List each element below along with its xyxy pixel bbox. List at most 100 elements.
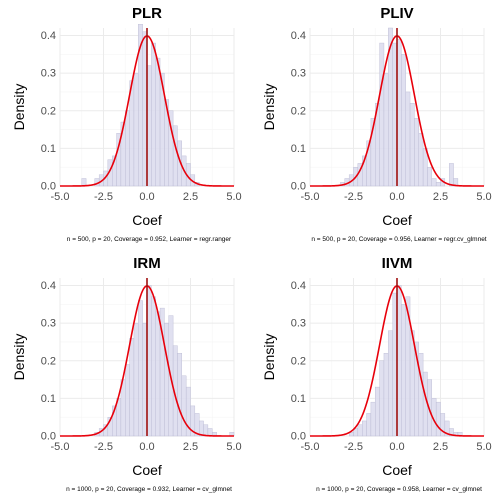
y-tick-label: 0.4 — [291, 280, 306, 292]
x-tick-label: -5.0 — [301, 441, 320, 453]
y-tick-label: 0.3 — [41, 68, 56, 80]
histogram-bar — [448, 163, 454, 187]
x-tick-label: -2.5 — [94, 441, 113, 453]
y-tick-label: 0.4 — [41, 280, 56, 292]
x-tick-label: 2.5 — [183, 441, 198, 453]
histogram-bar — [203, 424, 209, 437]
histogram-bar — [401, 54, 406, 187]
histogram-bars — [340, 27, 459, 187]
histogram-bar — [383, 353, 389, 437]
histogram-bar — [81, 178, 87, 187]
y-tick-label: 0.0 — [41, 431, 56, 443]
panel-irm: -5.0 -2.5 0.0 2.5 5.0 0.0 0.1 0.2 0.3 0.4 IRM Coef D… — [11, 255, 242, 493]
histogram-bar — [388, 330, 393, 437]
x-tick-label: 0.0 — [389, 441, 404, 453]
y-tick-label: 0.1 — [41, 393, 56, 405]
y-axis-label: Density — [11, 334, 27, 381]
x-tick-label: -2.5 — [94, 191, 113, 203]
y-tick-label: 0.2 — [291, 355, 306, 367]
histogram-bar — [138, 300, 143, 437]
panel-plr: -5.0 -2.5 0.0 2.5 5.0 0.0 0.1 0.2 0.3 0.4 PLR Coef D… — [11, 5, 242, 243]
x-axis-label: Coef — [132, 462, 162, 478]
x-tick-label: 0.0 — [139, 441, 154, 453]
x-tick-label: -5.0 — [51, 441, 70, 453]
histogram-bar — [375, 386, 380, 437]
x-tick-label: 5.0 — [476, 191, 491, 203]
histogram-bar — [414, 118, 419, 187]
x-tick-label: 5.0 — [476, 441, 491, 453]
x-tick-label: 0.0 — [139, 191, 154, 203]
x-tick-label: -5.0 — [51, 191, 70, 203]
histogram-bar — [172, 125, 178, 187]
histogram-bar — [155, 311, 161, 437]
y-tick-label: 0.0 — [291, 431, 306, 443]
histogram-bar — [418, 353, 424, 437]
caption: n = 1000, p = 20, Coverage = 0.958, Lear… — [316, 486, 482, 493]
histogram-bar — [405, 91, 411, 187]
y-tick-label: 0.3 — [291, 318, 306, 330]
x-axis-label: Coef — [132, 212, 162, 228]
histogram-bar — [427, 166, 432, 187]
y-tick-label: 0.4 — [291, 30, 306, 42]
caption: n = 500, p = 20, Coverage = 0.956, Learn… — [311, 236, 486, 243]
x-axis-label: Coef — [382, 212, 412, 228]
panel-pliv: -5.0 -2.5 0.0 2.5 5.0 0.0 0.1 0.2 0.3 0.4 PLIV Coef… — [261, 5, 492, 243]
panel-iivm: -5.0 -2.5 0.0 2.5 5.0 0.0 0.1 0.2 0.3 0.4 IIVM Coef… — [261, 255, 492, 493]
x-tick-label: 2.5 — [433, 441, 448, 453]
histogram-bar — [207, 428, 213, 437]
y-axis-label: Density — [11, 84, 27, 131]
y-tick-label: 0.2 — [291, 105, 306, 117]
histogram-bar — [409, 330, 415, 437]
y-tick-label: 0.0 — [291, 181, 306, 193]
histogram-bar — [357, 424, 363, 437]
histogram-bar — [125, 364, 130, 437]
histogram-bar — [361, 420, 367, 437]
histogram-bar — [133, 72, 139, 187]
y-axis-label: Density — [261, 334, 277, 381]
histogram-bar — [379, 42, 385, 187]
y-tick-label: 0.3 — [291, 68, 306, 80]
chart-title: IIVM — [382, 255, 413, 272]
histogram-bar — [431, 178, 437, 187]
histogram-bar — [125, 110, 130, 187]
y-tick-label: 0.0 — [41, 181, 56, 193]
histogram-bar — [181, 375, 187, 437]
histogram-bar — [177, 353, 182, 437]
histogram-bar — [120, 379, 126, 437]
chart-title: IRM — [133, 255, 161, 272]
histogram-bar — [155, 57, 161, 187]
histogram-bar — [164, 322, 169, 437]
histogram-bar — [418, 133, 424, 187]
x-tick-label: 5.0 — [226, 191, 241, 203]
histogram-bar — [383, 72, 389, 187]
x-tick-label: -2.5 — [344, 441, 363, 453]
y-tick-label: 0.1 — [291, 393, 306, 405]
histogram-bar — [151, 296, 156, 437]
y-tick-label: 0.2 — [41, 355, 56, 367]
histogram-bar — [366, 413, 372, 437]
y-tick-label: 0.3 — [41, 318, 56, 330]
y-tick-label: 0.2 — [41, 105, 56, 117]
histogram-bar — [129, 337, 135, 437]
histogram-bar — [370, 401, 376, 437]
y-tick-label: 0.4 — [41, 30, 56, 42]
histogram-bars — [348, 285, 463, 437]
histogram-bar — [133, 322, 139, 437]
histogram-bar — [409, 103, 415, 187]
x-axis-label: Coef — [382, 462, 412, 478]
x-tick-label: 5.0 — [226, 441, 241, 453]
x-tick-label: 2.5 — [183, 191, 198, 203]
histogram-bar — [379, 360, 385, 437]
histogram-bar — [129, 80, 135, 187]
x-tick-label: -5.0 — [301, 191, 320, 203]
histogram-bar — [401, 304, 406, 437]
x-tick-label: 0.0 — [389, 191, 404, 203]
histogram-bar — [151, 42, 156, 187]
y-tick-label: 0.1 — [291, 143, 306, 155]
caption: n = 1000, p = 20, Coverage = 0.932, Lear… — [66, 486, 232, 493]
y-axis-label: Density — [261, 84, 277, 131]
chart-title: PLIV — [380, 5, 413, 22]
histogram-bars — [94, 285, 235, 437]
histogram-bar — [435, 401, 441, 437]
